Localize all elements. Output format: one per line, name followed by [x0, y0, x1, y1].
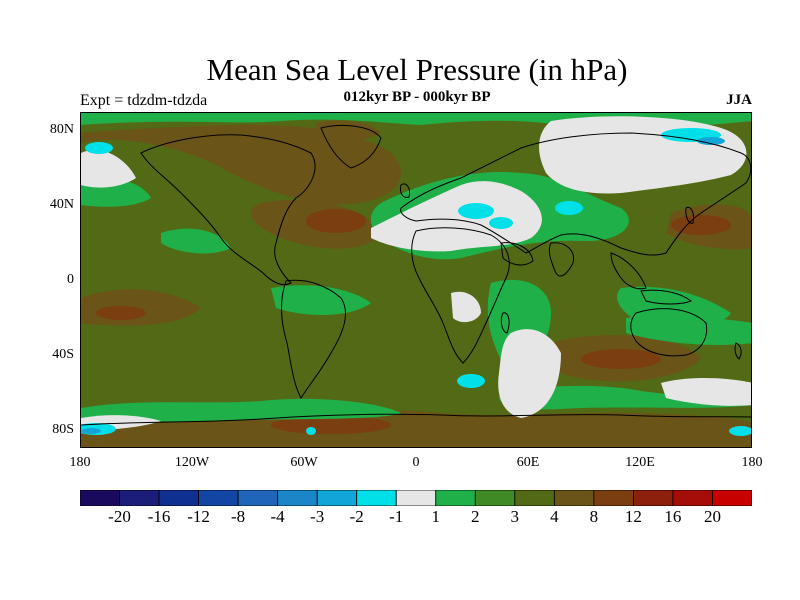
colorbar-label: -1 — [389, 507, 404, 526]
colorbar-swatch: 12 to 16 — [633, 489, 674, 507]
colorbar-label: 2 — [471, 507, 480, 526]
lat-tick-40s: 40S — [52, 347, 74, 362]
colorbar-svg: < -20-20 to -16-16 to -12-12 to -8-8 to … — [79, 489, 753, 507]
lon-tick-60e: 60E — [516, 455, 540, 470]
field-8-12 — [96, 209, 731, 434]
colorbar-label: 1 — [431, 507, 441, 526]
colorbar-label: -12 — [187, 507, 210, 526]
season-label: JJA — [726, 92, 752, 108]
lon-tick-180w: 180 — [69, 455, 91, 470]
coastlines — [81, 124, 751, 426]
lon-tick-0: 0 — [412, 455, 420, 470]
colorbar-swatch: -8 to -4 — [237, 489, 279, 507]
colorbar-swatch: -3 to -2 — [316, 489, 358, 507]
field-neg-2-3 — [81, 137, 725, 434]
plot-subtitle: 012kyr BP - 000kyr BP — [343, 89, 491, 105]
colorbar-swatch: -12 to -8 — [198, 489, 239, 507]
colorbar-swatch: 2 to 3 — [474, 489, 516, 507]
lat-tick-80s: 80S — [52, 422, 74, 437]
colorbar-label: 12 — [624, 507, 642, 526]
pressure-map — [80, 112, 752, 448]
colorbar-swatch: 16 to 20 — [672, 489, 713, 507]
colorbar-swatch: 3 to 4 — [514, 489, 555, 507]
colorbar-label: -3 — [310, 507, 325, 526]
colorbar-label: -2 — [349, 507, 364, 526]
experiment-label: Expt = tdzdm-tdzda — [80, 92, 208, 109]
colorbar-label: 3 — [510, 507, 520, 526]
lat-tick-40n: 40N — [49, 197, 74, 212]
colorbar-swatch: -4 to -3 — [277, 489, 318, 507]
colorbar-swatch: -2 to -1 — [356, 489, 397, 507]
colorbar-label: 20 — [704, 507, 721, 526]
colorbar-label: -16 — [147, 507, 171, 526]
colorbar-swatch: -16 to -12 — [158, 489, 199, 507]
colorbar-swatch: 4 to 8 — [553, 489, 595, 507]
colorbar-swatch: 8 to 12 — [593, 489, 634, 507]
colorbar-label: -20 — [108, 507, 131, 526]
lat-tick-80n: 80N — [49, 122, 74, 137]
lon-tick-120w: 120W — [174, 455, 210, 470]
colorbar-label: 4 — [550, 507, 559, 526]
colorbar-swatch: -1 to 1 — [395, 489, 437, 507]
lon-tick-180e: 180 — [741, 455, 763, 470]
plot-title: Mean Sea Level Pressure (in hPa) — [206, 52, 628, 87]
lat-tick-0: 0 — [67, 272, 74, 287]
colorbar-swatch: -20 to -16 — [119, 489, 160, 507]
lon-tick-120e: 120E — [625, 455, 655, 470]
lon-tick-60w: 60W — [290, 455, 318, 470]
colorbar-label: -8 — [231, 507, 246, 526]
colorbar-swatch: > 20 — [712, 489, 753, 507]
colorbar-swatch: < -20 — [79, 489, 120, 507]
colorbar-label: -4 — [270, 507, 285, 526]
colorbar-label: 16 — [664, 507, 682, 526]
colorbar-swatch: 1 to 2 — [435, 489, 476, 507]
colorbar: < -20-20 to -16-16 to -12-12 to -8-8 to … — [79, 489, 753, 507]
colorbar-label: 8 — [589, 507, 599, 526]
map-canvas — [81, 113, 751, 447]
